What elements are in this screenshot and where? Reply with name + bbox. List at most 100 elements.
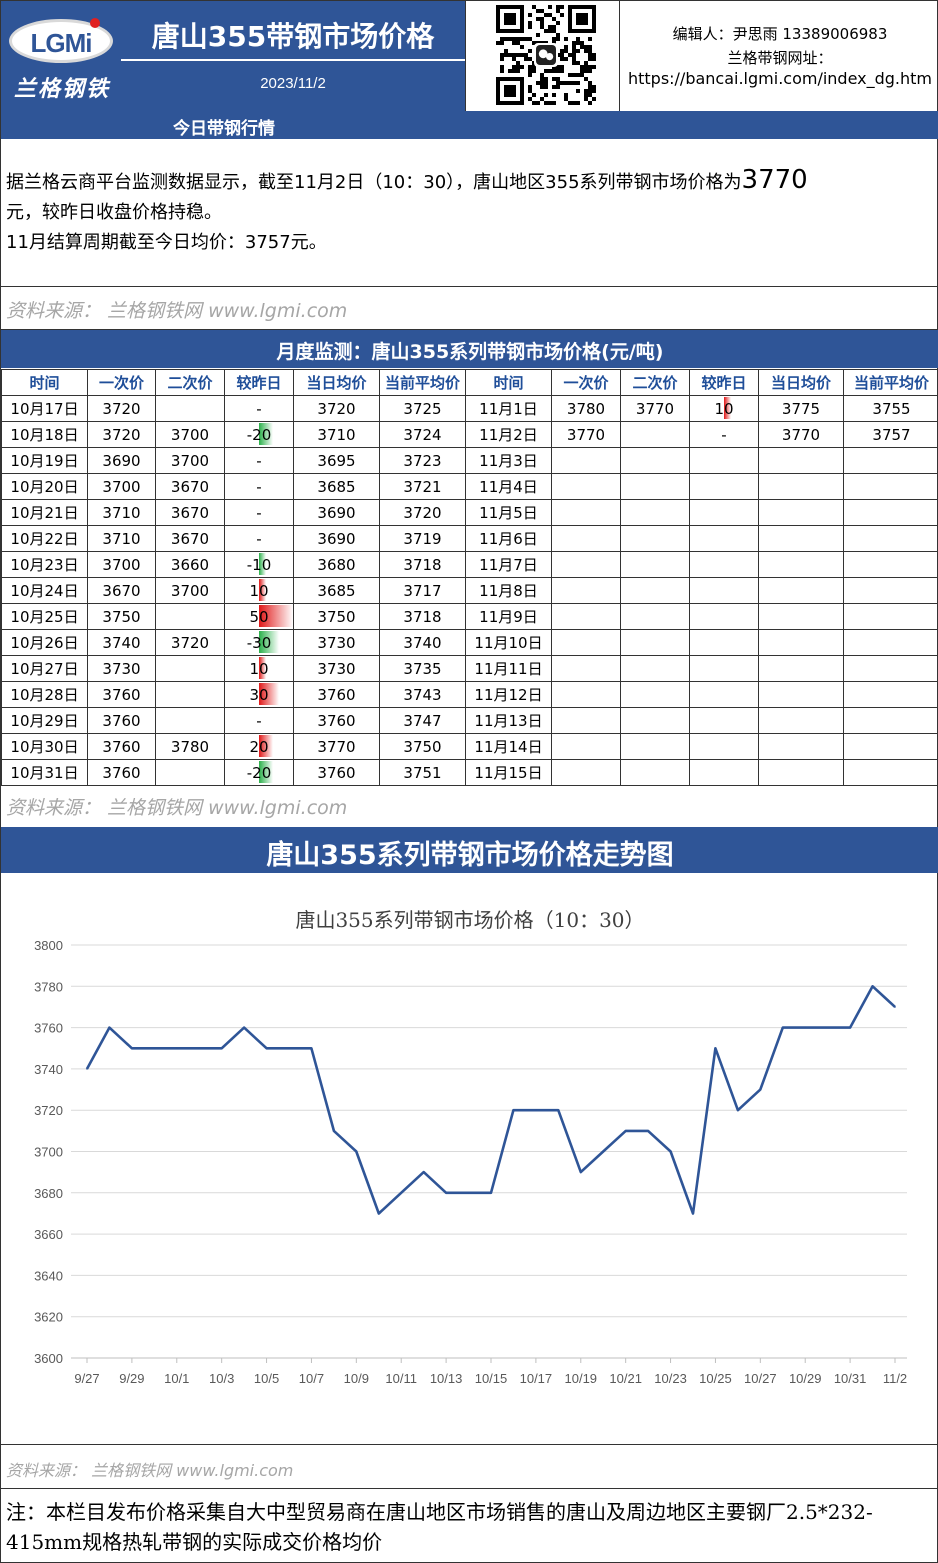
y-tick-label: 3720 (34, 1103, 63, 1118)
column-header: 当前平均价 (843, 369, 938, 396)
y-tick-label: 3800 (34, 938, 63, 953)
change-cell (689, 733, 759, 760)
table-cell: 3747 (379, 707, 466, 734)
change-cell: 50 (224, 603, 294, 630)
trend-section-header: 唐山355系列带钢市场价格走势图 (1, 827, 938, 873)
data-point (692, 1212, 694, 1215)
table-cell: 10月30日 (1, 733, 88, 760)
x-tick-label: 9/27 (74, 1371, 99, 1386)
column-header: 较昨日 (224, 369, 294, 396)
table-cell: 3760 (293, 759, 380, 786)
table-cell (843, 603, 938, 630)
table-cell: 11月4日 (465, 473, 552, 500)
table-cell: 3751 (379, 759, 466, 786)
change-cell: -30 (224, 629, 294, 656)
table-cell: 3735 (379, 655, 466, 682)
table-row: 10月23日 3700 3660 -10 3680 3718 11月7日 (1, 551, 938, 578)
table-cell (758, 447, 844, 474)
table-row: 10月21日 3710 3670-3690 3720 11月5日 (1, 499, 938, 526)
table-cell (843, 707, 938, 734)
change-cell (689, 603, 759, 630)
table-cell: 3780 (551, 395, 621, 422)
x-tick-label: 10/5 (254, 1371, 279, 1386)
table-row: 10月22日 3710 3670-3690 3719 11月6日 (1, 525, 938, 552)
table-cell (620, 525, 690, 552)
table-cell (155, 655, 225, 682)
change-cell: 20 (224, 733, 294, 760)
table-cell: 3760 (87, 733, 156, 760)
table-cell: 3755 (843, 395, 938, 422)
table-cell: 10月31日 (1, 759, 88, 786)
data-point (288, 1047, 290, 1050)
table-cell (620, 551, 690, 578)
y-tick-label: 3680 (34, 1186, 63, 1201)
change-cell: - (689, 421, 759, 448)
table-row: 10月19日 3690 3700-3695 3723 11月3日 (1, 447, 938, 474)
table-cell (155, 759, 225, 786)
table-cell (620, 707, 690, 734)
data-point (849, 1026, 851, 1029)
x-tick-label: 10/29 (789, 1371, 822, 1386)
data-point (198, 1047, 201, 1050)
table-row: 10月27日 3730 10 3730 3735 11月11日 (1, 655, 938, 682)
data-point (377, 1212, 380, 1215)
table-row: 10月20日 3700 3670-3685 3721 11月4日 (1, 473, 938, 500)
table-cell (758, 733, 844, 760)
table-row: 10月18日 3720 3700 -20 3710 3724 11月2日 3770-3770 3… (1, 421, 938, 448)
table-cell (551, 551, 621, 578)
data-point (826, 1026, 829, 1029)
table-cell: 3770 (551, 421, 621, 448)
table-cell (843, 681, 938, 708)
table-cell: 3757 (843, 421, 938, 448)
table-cell (758, 499, 844, 526)
table-cell (758, 681, 844, 708)
table-cell (758, 525, 844, 552)
data-source-1: 资料来源： 兰格钢铁网 www.lgmi.com (6, 300, 348, 322)
table-cell: 3700 (87, 473, 156, 500)
table-cell: 10月23日 (1, 551, 88, 578)
change-cell: - (224, 473, 294, 500)
table-cell (758, 551, 844, 578)
site-url-link[interactable]: https://bancai.lgmi.com/index_dg.htm (627, 69, 933, 88)
table-cell: 3770 (620, 395, 690, 422)
table-cell: 3750 (293, 603, 380, 630)
change-cell: - (224, 707, 294, 734)
logo-area: LGMi 兰格钢铁 (1, 1, 121, 111)
y-tick-label: 3620 (34, 1310, 63, 1325)
change-cell: - (224, 395, 294, 422)
table-cell: 11月14日 (465, 733, 552, 760)
change-cell: 10 (689, 395, 759, 422)
qr-code-area (465, 1, 620, 111)
column-header: 较昨日 (689, 369, 759, 396)
x-tick-label: 10/25 (699, 1371, 732, 1386)
data-point (86, 1068, 88, 1070)
table-cell: 3723 (379, 447, 466, 474)
table-cell: 11月3日 (465, 447, 552, 474)
table-cell (620, 681, 690, 708)
change-cell (689, 707, 759, 734)
x-tick-label: 10/27 (744, 1371, 777, 1386)
table-cell (620, 733, 690, 760)
change-cell: -20 (224, 421, 294, 448)
y-tick-label: 3660 (34, 1227, 63, 1242)
data-point (490, 1192, 492, 1194)
table-cell (843, 525, 938, 552)
table-cell: 3719 (379, 525, 466, 552)
change-cell: -20 (224, 759, 294, 786)
contact-info: 编辑人：尹思雨 13389006983 兰格带钢网址： https://banc… (621, 1, 938, 111)
table-row: 10月26日 3740 3720 -30 3730 3740 11月10日 (1, 629, 938, 656)
column-header: 一次价 (87, 369, 156, 396)
table-cell (843, 577, 938, 604)
table-cell: 11月1日 (465, 395, 552, 422)
y-tick-label: 3780 (34, 979, 63, 994)
table-cell: 3750 (87, 603, 156, 630)
table-cell (758, 577, 844, 604)
change-cell (689, 499, 759, 526)
table-cell (620, 603, 690, 630)
table-cell: 3760 (87, 759, 156, 786)
table-cell: 3721 (379, 473, 466, 500)
table-cell: 3695 (293, 447, 380, 474)
data-point (131, 1047, 133, 1050)
x-tick-label: 10/17 (520, 1371, 553, 1386)
